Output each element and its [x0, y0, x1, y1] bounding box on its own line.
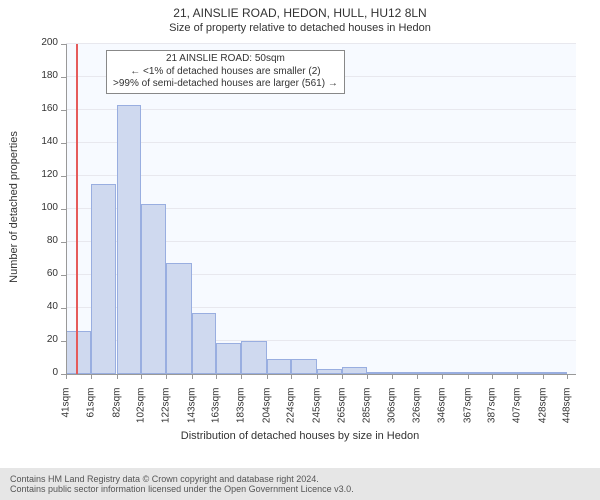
histogram-bar [342, 367, 367, 374]
annotation-line-2: ← <1% of detached houses are smaller (2) [113, 66, 338, 79]
gridline [66, 175, 576, 176]
xtick-mark [492, 374, 493, 379]
xtick-mark [291, 374, 292, 379]
xtick-mark [517, 374, 518, 379]
property-marker-line [76, 44, 78, 374]
x-axis-line [66, 374, 576, 375]
xtick-mark [117, 374, 118, 379]
ytick-mark [61, 209, 66, 210]
histogram-bar [91, 184, 117, 374]
xtick-mark [567, 374, 568, 379]
xtick-mark [66, 374, 67, 379]
xtick-mark [342, 374, 343, 379]
histogram-bar [267, 359, 292, 374]
ytick-mark [61, 242, 66, 243]
ytick-mark [61, 44, 66, 45]
y-axis-line [66, 44, 67, 374]
footer-line-1: Contains HM Land Registry data © Crown c… [10, 474, 590, 484]
histogram-bar [166, 263, 192, 374]
histogram-bar [192, 313, 217, 374]
histogram-bar [241, 341, 267, 374]
chart-title: 21, AINSLIE ROAD, HEDON, HULL, HU12 8LN [0, 6, 600, 20]
xtick-mark [468, 374, 469, 379]
ytick-mark [61, 110, 66, 111]
xtick-mark [216, 374, 217, 379]
histogram-bar [291, 359, 317, 374]
histogram-bar [216, 343, 241, 374]
xtick-mark [91, 374, 92, 379]
ytick-mark [61, 77, 66, 78]
property-annotation-box: 21 AINSLIE ROAD: 50sqm ← <1% of detached… [106, 50, 345, 94]
gridline [66, 43, 576, 44]
xtick-mark [267, 374, 268, 379]
ytick-mark [61, 143, 66, 144]
histogram-bar [66, 331, 91, 374]
xtick-mark [141, 374, 142, 379]
xtick-mark [417, 374, 418, 379]
xtick-mark [442, 374, 443, 379]
annotation-line-1: 21 AINSLIE ROAD: 50sqm [113, 53, 338, 66]
histogram-bar [117, 105, 142, 374]
ytick-mark [61, 176, 66, 177]
chart-plot-area: 21 AINSLIE ROAD: 50sqm ← <1% of detached… [66, 44, 576, 374]
xtick-mark [166, 374, 167, 379]
xtick-mark [392, 374, 393, 379]
histogram-bar [141, 204, 166, 374]
annotation-line-3: >99% of semi-detached houses are larger … [113, 78, 338, 91]
xtick-mark [317, 374, 318, 379]
y-axis-label: Number of detached properties [8, 42, 20, 372]
xtick-mark [241, 374, 242, 379]
xtick-mark [543, 374, 544, 379]
gridline [66, 142, 576, 143]
ytick-mark [61, 341, 66, 342]
xtick-mark [367, 374, 368, 379]
chart-subtitle: Size of property relative to detached ho… [0, 22, 600, 34]
ytick-mark [61, 308, 66, 309]
gridline [66, 109, 576, 110]
x-axis-label: Distribution of detached houses by size … [0, 430, 600, 442]
xtick-mark [192, 374, 193, 379]
attribution-footer: Contains HM Land Registry data © Crown c… [0, 468, 600, 500]
ytick-mark [61, 275, 66, 276]
footer-line-2: Contains public sector information licen… [10, 484, 590, 494]
